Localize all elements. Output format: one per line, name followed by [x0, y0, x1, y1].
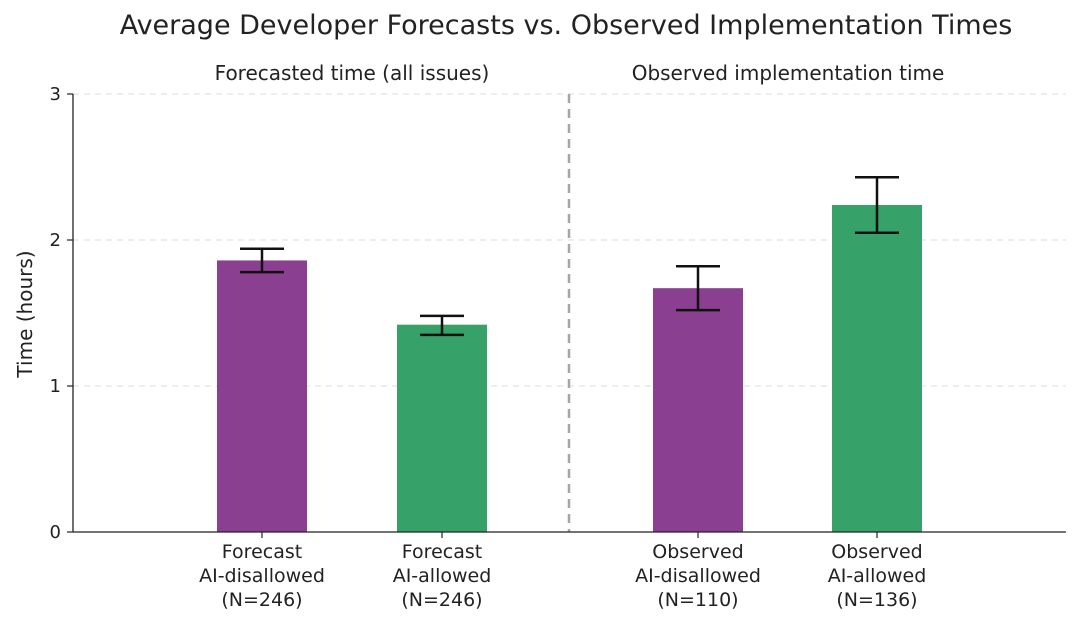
error-bar-1 — [420, 314, 464, 337]
error-bar-3 — [855, 175, 899, 234]
x-tick-label-0: Forecast AI-disallowed (N=246) — [199, 541, 325, 611]
bar-2 — [653, 288, 743, 532]
group-title-observed: Observed implementation time — [632, 61, 945, 85]
x-tick-label-2: Observed AI-disallowed (N=110) — [635, 541, 761, 611]
group-title-forecast: Forecasted time (all issues) — [215, 61, 490, 85]
bar-1 — [397, 324, 487, 532]
bar-3 — [832, 204, 922, 532]
error-bar-0 — [240, 247, 284, 274]
error-bar-2 — [676, 265, 720, 312]
y-tick-label-0: 0 — [50, 522, 61, 543]
x-tick-label-3: Observed AI-allowed (N=136) — [828, 541, 927, 611]
x-tick-label-1: Forecast AI-allowed (N=246) — [393, 541, 492, 611]
bar-0 — [217, 260, 307, 532]
y-tick-label-3: 3 — [50, 84, 61, 105]
chart-title: Average Developer Forecasts vs. Observed… — [120, 10, 1013, 41]
y-axis-label: Time (hours) — [13, 250, 37, 378]
y-tick-label-2: 2 — [50, 230, 61, 251]
y-tick-label-1: 1 — [50, 376, 61, 397]
